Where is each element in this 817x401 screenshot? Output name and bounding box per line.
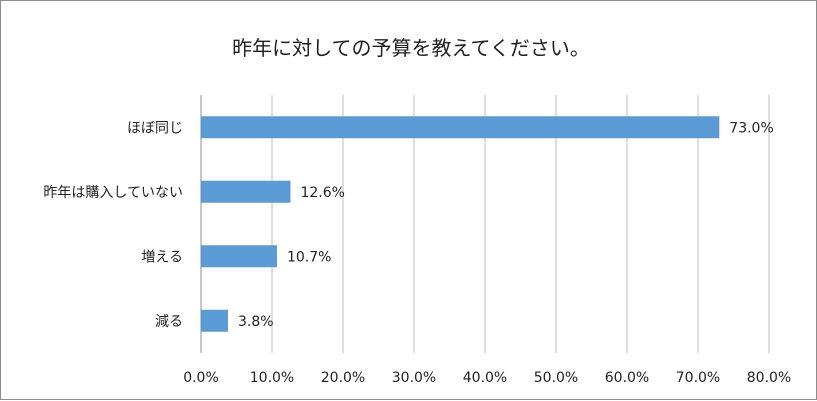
bar (201, 309, 228, 332)
bars (201, 116, 720, 332)
category-label: 増える (141, 249, 183, 265)
chart-title: 昨年に対しての予算を教えてください。 (232, 36, 590, 60)
x-tick-label: 70.0% (676, 370, 720, 386)
x-tick-label: 40.0% (463, 370, 507, 386)
x-tick-label: 60.0% (605, 370, 649, 386)
labels: 0.0% 10.0% 20.0% 30.0% 40.0% 50.0% 60.0% 70.0% 8… (43, 120, 791, 386)
bar (201, 180, 291, 203)
x-tick-label: 20.0% (321, 370, 365, 386)
data-label: 12.6% (300, 185, 344, 201)
x-tick-label: 80.0% (747, 370, 791, 386)
data-label: 73.0% (729, 120, 773, 136)
data-label: 10.7% (287, 249, 331, 265)
x-tick-label: 50.0% (534, 370, 578, 386)
data-label: 3.8% (238, 314, 274, 330)
x-tick-label: 10.0% (250, 370, 294, 386)
bar (201, 245, 277, 268)
category-label: ほぼ同じ (127, 120, 183, 136)
bar (201, 116, 720, 139)
x-tick-label: 30.0% (392, 370, 436, 386)
x-tick-label: 0.0% (183, 370, 219, 386)
category-label: 昨年は購入していない (43, 185, 183, 201)
category-label: 減る (155, 313, 183, 330)
